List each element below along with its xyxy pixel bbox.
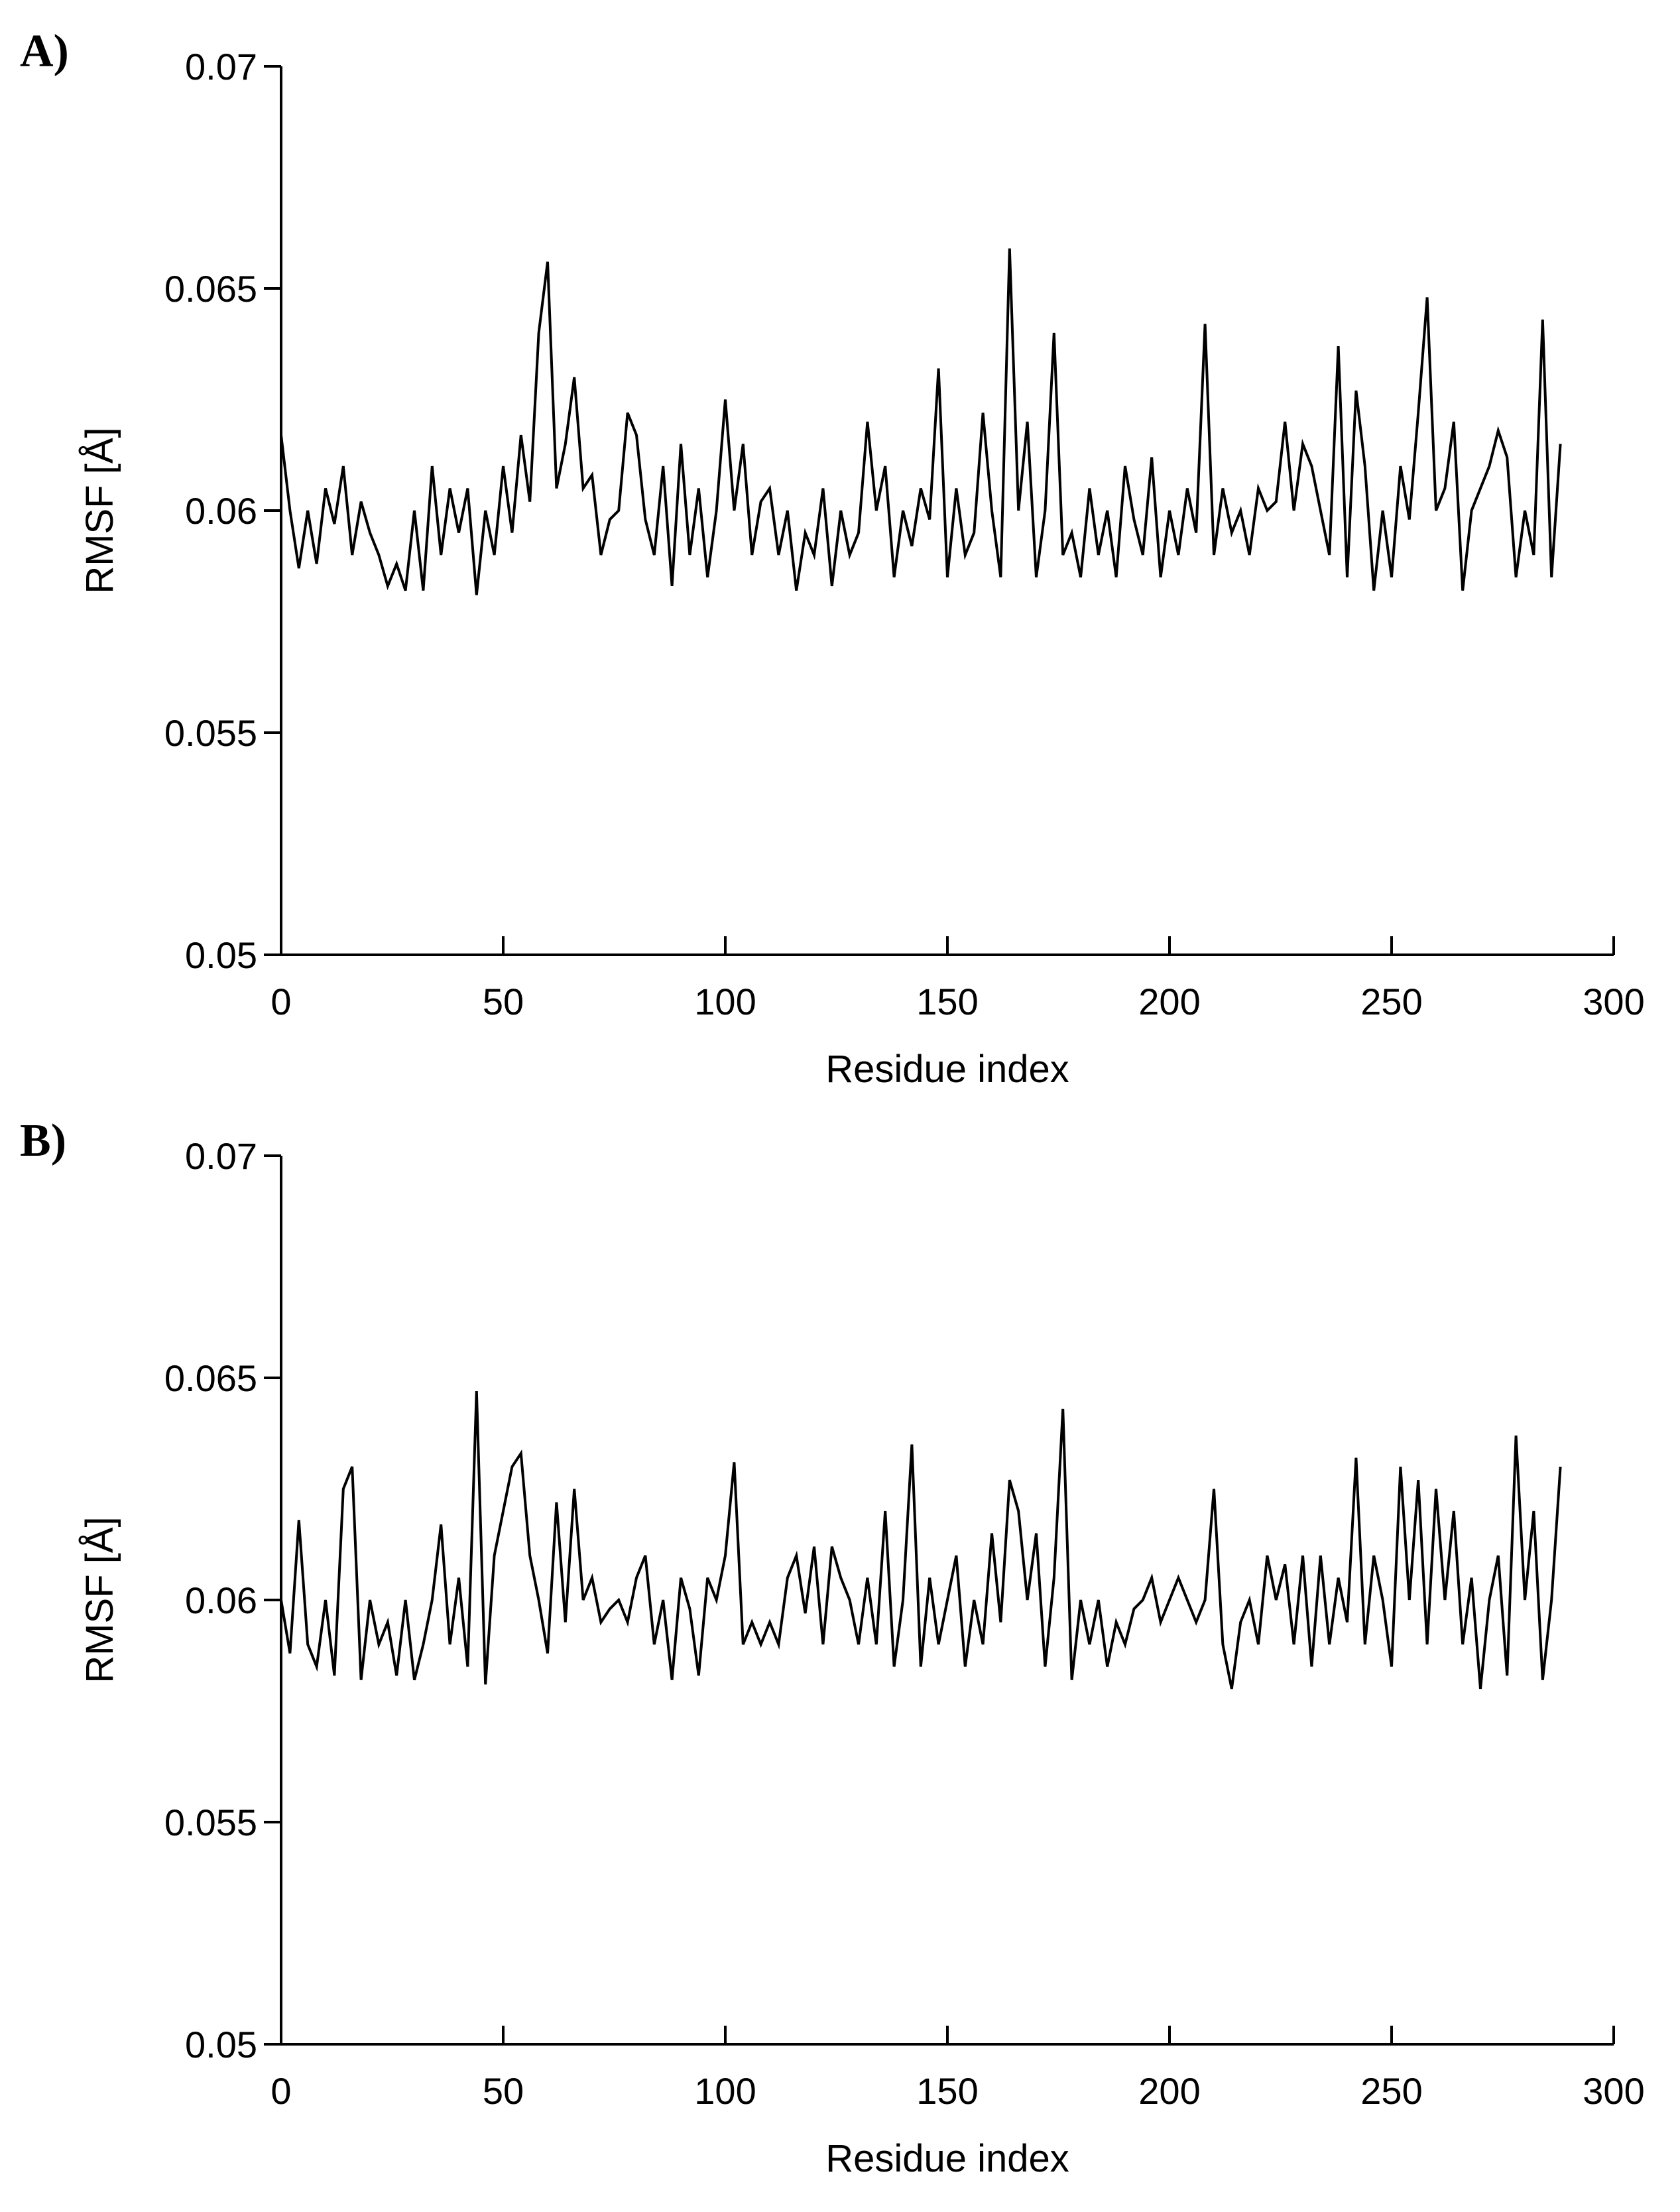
x-axis-title: Residue index	[825, 2137, 1069, 2180]
y-tick-label: 0.07	[185, 1135, 257, 1177]
series-line-rmsf	[280, 1391, 1562, 1690]
panel-a: A) 0 50 100 150 200 250 300 0.05 0.055 0.06 0.065 0.…	[20, 26, 1645, 1091]
x-axis-title: Residue index	[825, 1048, 1069, 1091]
x-tick-label: 200	[1138, 981, 1200, 1022]
x-tick-label: 100	[694, 2070, 756, 2112]
y-tick-label: 0.055	[164, 712, 257, 754]
x-tick-label: 50	[483, 981, 524, 1022]
x-tick-label: 150	[916, 2070, 978, 2112]
x-tick-label: 250	[1360, 981, 1422, 1022]
x-tick-label: 50	[483, 2070, 524, 2112]
x-tick-label: 150	[916, 981, 978, 1022]
series-line-rmsf	[280, 248, 1562, 595]
y-axis-title: RMSF [Å]	[78, 427, 121, 593]
y-tick-label: 0.07	[185, 46, 257, 88]
x-tick-label: 100	[694, 981, 756, 1022]
x-tick-label: 300	[1583, 981, 1644, 1022]
y-tick-label: 0.05	[185, 2024, 257, 2065]
y-axis-title: RMSF [Å]	[78, 1516, 121, 1683]
x-tick-label: 0	[270, 981, 291, 1022]
y-tick-label: 0.05	[185, 934, 257, 976]
x-tick-label: 300	[1583, 2070, 1644, 2112]
y-tick-label: 0.06	[185, 1579, 257, 1621]
x-tick-label: 250	[1360, 2070, 1422, 2112]
panel-label: A)	[20, 26, 69, 77]
panel-label: B)	[20, 1115, 66, 1166]
y-tick-label: 0.055	[164, 1802, 257, 1843]
x-tick-label: 200	[1138, 2070, 1200, 2112]
panel-b: B) 0 50 100 150 200 250 300 0.05 0.055 0.06 0.065 0.…	[20, 1115, 1645, 2180]
y-tick-label: 0.065	[164, 268, 257, 310]
y-tick-label: 0.06	[185, 490, 257, 532]
x-tick-label: 0	[270, 2070, 291, 2112]
y-tick-label: 0.065	[164, 1357, 257, 1399]
